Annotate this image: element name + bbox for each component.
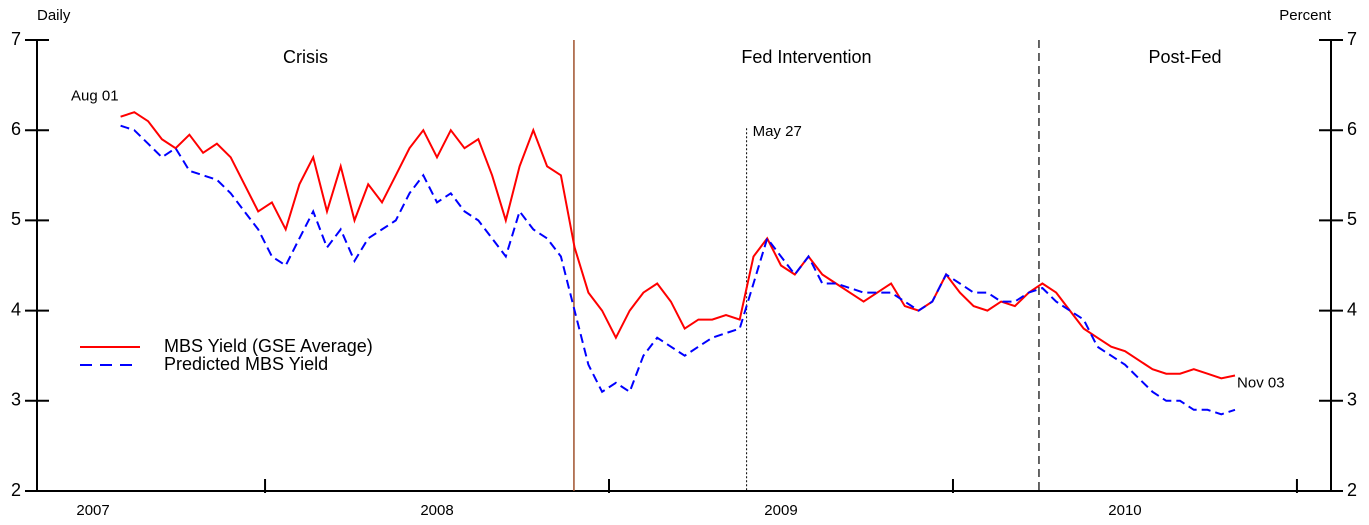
y-tick-label: 6	[11, 119, 21, 139]
series-line	[120, 111, 1236, 380]
left-axis-label: Daily	[37, 7, 71, 24]
y-tick-label: 5	[11, 209, 21, 229]
start-label: Aug 01	[71, 88, 119, 105]
x-tick-label: 2008	[420, 502, 453, 519]
end-label: Nov 03	[1237, 375, 1285, 392]
y2-tick-label: 5	[1347, 209, 1357, 229]
legend-label: MBS Yield (GSE Average)	[164, 336, 373, 356]
region-label: Crisis	[283, 47, 328, 67]
x-tick-label: 2007	[76, 502, 109, 519]
series-line	[120, 124, 1236, 416]
x-tick-label: 2009	[764, 502, 797, 519]
x-tick-label: 2010	[1108, 502, 1141, 519]
y2-tick-label: 3	[1347, 390, 1357, 410]
right-axis-label: Percent	[1279, 7, 1332, 24]
y-tick-label: 7	[11, 29, 21, 49]
legend-label: Predicted MBS Yield	[164, 354, 328, 374]
y-tick-label: 2	[11, 480, 21, 500]
y2-tick-label: 7	[1347, 29, 1357, 49]
y2-tick-label: 2	[1347, 480, 1357, 500]
region-label: Fed Intervention	[741, 47, 871, 67]
event-label: May 27	[753, 123, 802, 140]
y-tick-label: 3	[11, 390, 21, 410]
y-tick-label: 4	[11, 299, 21, 319]
y2-tick-label: 4	[1347, 299, 1357, 319]
region-label: Post-Fed	[1148, 47, 1221, 67]
y2-tick-label: 6	[1347, 119, 1357, 139]
